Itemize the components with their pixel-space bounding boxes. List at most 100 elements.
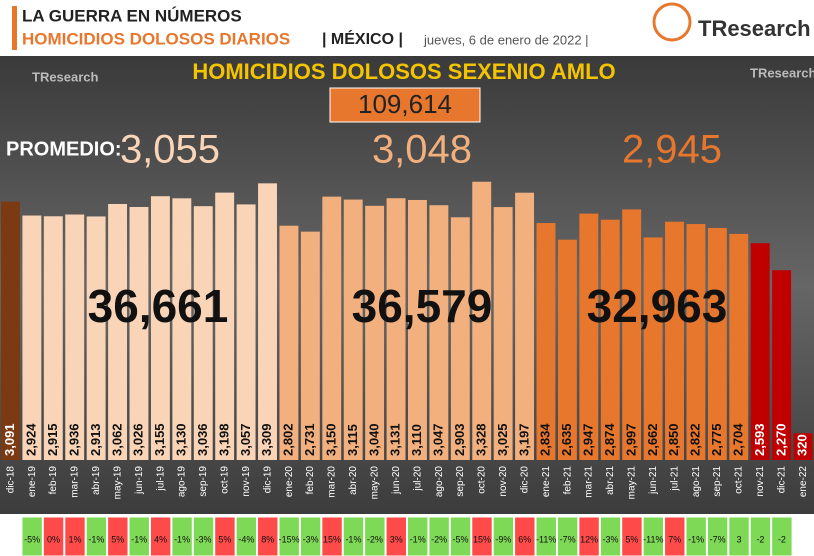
change-cell [278, 516, 300, 556]
change-label: 5% [111, 534, 124, 544]
change-label: -9% [495, 534, 511, 544]
bar [622, 209, 642, 460]
change-cell [556, 516, 579, 556]
bar [172, 198, 192, 460]
change-cell [64, 516, 86, 556]
bar [150, 196, 170, 460]
change-cell [257, 516, 279, 556]
change-label: -3% [195, 534, 211, 544]
value-label: 2,662 [645, 423, 660, 456]
value-label: 2,874 [602, 423, 617, 456]
x-tick-label: dic-21 [777, 466, 788, 494]
change-label: 12% [580, 534, 598, 544]
x-tick-label: may-19 [112, 466, 123, 500]
change-cell [85, 516, 108, 556]
change-label: -2 [778, 534, 786, 544]
chart-title: HOMICIDIOS DOLOSOS SEXENIO AMLO [192, 59, 615, 84]
bar [600, 219, 620, 460]
change-label: 6% [518, 534, 531, 544]
bar [493, 207, 513, 460]
x-tick-label: may-20 [370, 466, 381, 500]
change-label: -1% [88, 534, 104, 544]
x-tick-label: jul-20 [412, 466, 423, 492]
value-label: 2,924 [24, 423, 39, 456]
change-label: 5% [625, 534, 638, 544]
change-cell [214, 516, 236, 556]
change-label: -5% [24, 534, 40, 544]
value-label: 3,115 [345, 424, 360, 456]
change-cell [449, 516, 472, 556]
bar [279, 225, 299, 460]
watermark: TResearch [750, 65, 814, 80]
average-label: PROMEDIO: [6, 138, 122, 160]
change-cell [385, 516, 408, 556]
change-cell [471, 516, 493, 556]
value-label: 2,915 [45, 423, 60, 456]
x-tick-label: feb-19 [48, 466, 59, 495]
group-average: 3,055 [120, 128, 220, 172]
bar [450, 217, 470, 460]
change-label: -1% [688, 534, 704, 544]
group-total: 32,963 [587, 280, 728, 332]
bar [86, 216, 106, 460]
x-tick-label: dic-19 [262, 466, 273, 494]
change-label: -1% [131, 534, 147, 544]
value-label: 3,131 [388, 423, 403, 456]
x-tick-label: sep-20 [455, 466, 466, 497]
x-tick-label: jun-20 [391, 466, 402, 495]
value-label: 2,903 [452, 423, 467, 456]
value-label: 2,731 [302, 423, 317, 456]
bar [557, 239, 577, 460]
value-label: 3,155 [152, 423, 167, 456]
change-label: -1% [345, 534, 361, 544]
change-label: 0% [47, 534, 60, 544]
change-label: 15% [473, 534, 491, 544]
total-box [329, 87, 481, 123]
bar [343, 199, 363, 460]
value-label: 3,130 [174, 423, 189, 456]
change-label: -1% [410, 534, 426, 544]
header-bg [0, 0, 814, 56]
value-label: 3,309 [259, 423, 274, 456]
country: | MÉXICO | [322, 29, 403, 48]
logo: TResearch [698, 16, 811, 41]
x-tick-label: dic-20 [519, 466, 530, 494]
bar [65, 214, 85, 460]
change-label: 7% [668, 534, 681, 544]
change-cell [42, 516, 65, 556]
change-cell [514, 516, 536, 556]
change-label: -7% [710, 534, 726, 544]
change-label: -3% [602, 534, 618, 544]
change-label: 5% [218, 534, 231, 544]
x-tick-label: jun-21 [648, 466, 659, 495]
bar [22, 215, 42, 460]
bar [772, 270, 792, 460]
x-tick-label: dic-18 [5, 466, 16, 494]
x-tick-label: ene-20 [284, 466, 295, 498]
change-label: -7% [560, 534, 576, 544]
bar [215, 192, 235, 460]
change-label: -4% [238, 534, 254, 544]
value-label: 2,913 [88, 423, 103, 456]
x-tick-label: mar-20 [327, 466, 338, 498]
value-label: 2,802 [281, 423, 296, 456]
bar [193, 206, 213, 460]
x-tick-label: abr-19 [91, 466, 102, 495]
value-label: 3,025 [495, 423, 510, 456]
bar [365, 205, 385, 460]
x-tick-label: jul-21 [669, 466, 680, 492]
group-total: 36,579 [352, 280, 493, 332]
bar [750, 243, 770, 460]
x-tick-label: ago-21 [691, 466, 702, 498]
bar [536, 223, 556, 460]
change-label: 8% [261, 534, 274, 544]
change-cell [642, 516, 665, 556]
group-average: 2,945 [622, 128, 722, 172]
change-label: -1% [174, 534, 190, 544]
value-label: 2,822 [688, 423, 703, 456]
value-label: 3,197 [516, 423, 531, 456]
bar [386, 198, 406, 460]
bar [43, 216, 63, 460]
bar [793, 433, 813, 460]
